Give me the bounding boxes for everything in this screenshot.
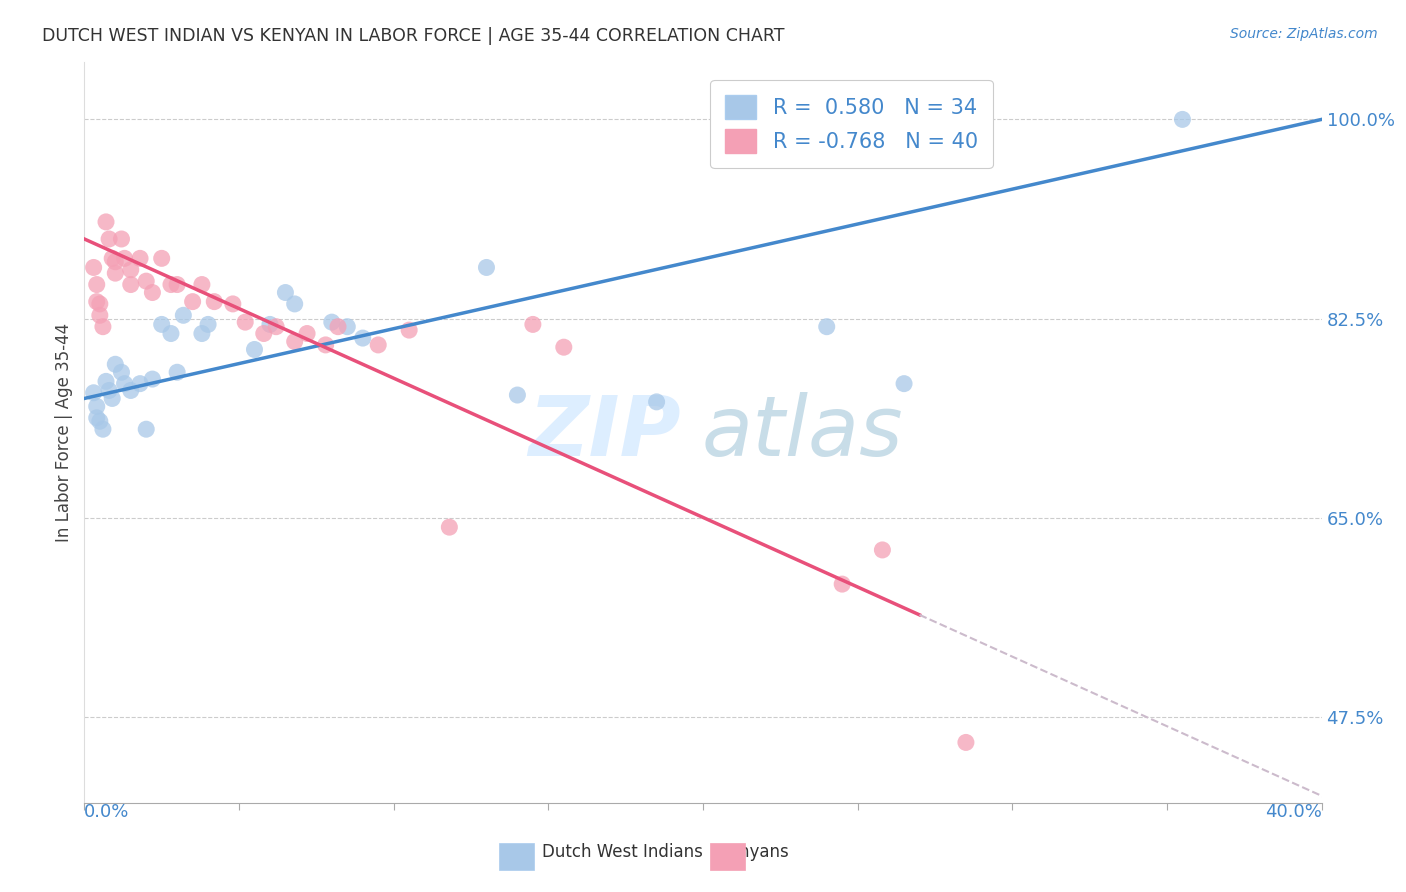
Point — [141, 285, 163, 300]
Point — [191, 277, 214, 292]
Point — [129, 376, 152, 391]
Point — [135, 274, 157, 288]
Point — [98, 232, 121, 246]
Point — [326, 319, 349, 334]
Point — [233, 315, 256, 329]
Point — [893, 376, 915, 391]
Point — [150, 252, 173, 266]
Point — [191, 326, 214, 341]
Point — [222, 297, 245, 311]
Point — [94, 375, 117, 389]
Text: DUTCH WEST INDIAN VS KENYAN IN LABOR FORCE | AGE 35-44 CORRELATION CHART: DUTCH WEST INDIAN VS KENYAN IN LABOR FOR… — [42, 27, 785, 45]
Point — [831, 577, 853, 591]
Point — [101, 252, 124, 266]
Point — [98, 384, 121, 398]
Point — [120, 262, 142, 277]
Point — [645, 395, 668, 409]
Text: 40.0%: 40.0% — [1265, 803, 1322, 821]
Point — [274, 285, 297, 300]
Point — [110, 232, 132, 246]
Point — [89, 308, 111, 322]
Point — [475, 260, 498, 275]
Point — [166, 365, 188, 379]
Point — [135, 422, 157, 436]
Text: ZIP: ZIP — [527, 392, 681, 473]
Point — [1171, 112, 1194, 127]
Point — [104, 266, 127, 280]
Text: 0.0%: 0.0% — [84, 803, 129, 821]
Point — [86, 400, 108, 414]
Point — [553, 340, 575, 354]
Point — [522, 318, 544, 332]
Point — [955, 735, 977, 749]
Legend: R =  0.580   N = 34, R = -0.768   N = 40: R = 0.580 N = 34, R = -0.768 N = 40 — [710, 80, 993, 168]
Point — [120, 277, 142, 292]
Point — [86, 277, 108, 292]
Point — [83, 260, 105, 275]
Point — [506, 388, 529, 402]
Point — [259, 318, 281, 332]
Text: Source: ZipAtlas.com: Source: ZipAtlas.com — [1230, 27, 1378, 41]
Point — [872, 543, 894, 558]
Point — [336, 319, 359, 334]
Point — [101, 392, 124, 406]
Point — [160, 277, 183, 292]
Point — [89, 297, 111, 311]
Point — [83, 385, 105, 400]
Point — [104, 357, 127, 371]
Text: Kenyans: Kenyans — [703, 843, 789, 861]
Point — [243, 343, 266, 357]
Point — [367, 338, 389, 352]
Point — [114, 376, 136, 391]
Point — [129, 252, 152, 266]
Point — [110, 365, 132, 379]
Point — [86, 410, 108, 425]
Point — [315, 338, 337, 352]
Point — [172, 308, 194, 322]
Point — [295, 326, 318, 341]
Point — [141, 372, 163, 386]
Text: Dutch West Indians: Dutch West Indians — [543, 843, 703, 861]
Point — [253, 326, 276, 341]
Point — [439, 520, 461, 534]
Point — [398, 323, 420, 337]
Point — [94, 215, 117, 229]
Point — [321, 315, 343, 329]
Point — [264, 319, 287, 334]
Point — [114, 252, 136, 266]
Point — [202, 294, 225, 309]
Point — [160, 326, 183, 341]
Point — [815, 319, 838, 334]
Point — [120, 384, 142, 398]
Point — [181, 294, 204, 309]
Point — [89, 414, 111, 428]
Point — [284, 297, 307, 311]
Y-axis label: In Labor Force | Age 35-44: In Labor Force | Age 35-44 — [55, 323, 73, 542]
Point — [166, 277, 188, 292]
Point — [86, 294, 108, 309]
Point — [104, 254, 127, 268]
Point — [150, 318, 173, 332]
Point — [91, 422, 114, 436]
Point — [91, 319, 114, 334]
Point — [352, 331, 374, 345]
Point — [284, 334, 307, 349]
Text: atlas: atlas — [702, 392, 903, 473]
Point — [197, 318, 219, 332]
